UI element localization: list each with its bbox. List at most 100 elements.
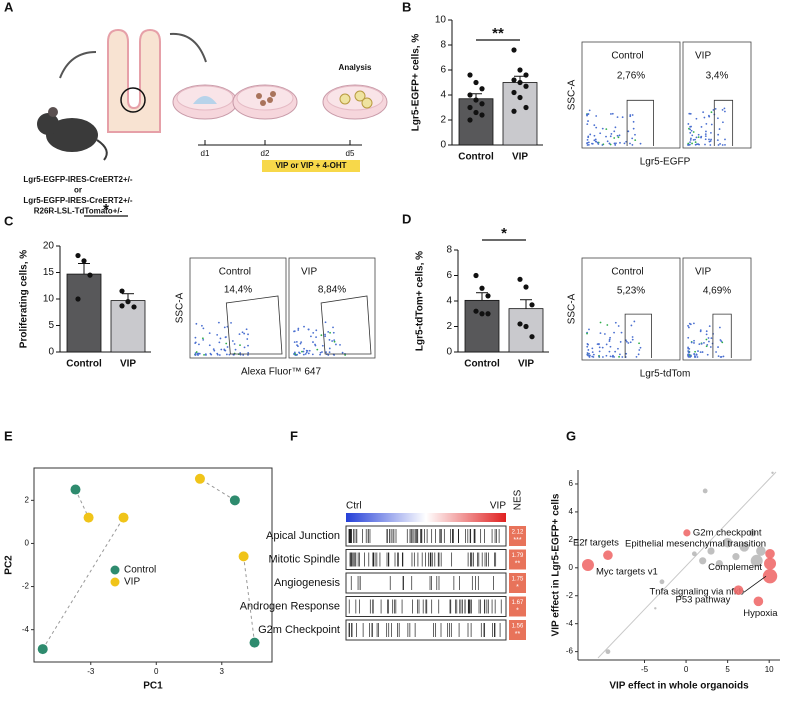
gate [225, 295, 283, 355]
flow-dot [321, 351, 323, 353]
flow-dot [243, 332, 246, 335]
data-point [485, 311, 491, 317]
flow-dot [709, 140, 712, 142]
strain-line: R26R-LSL-TdTomato+/- [34, 207, 123, 216]
flow-dot [630, 324, 633, 327]
flow-dot [690, 129, 693, 132]
organoid [267, 97, 273, 103]
strain-line: Lgr5-EGFP-IRES-CreERT2+/- [23, 196, 132, 205]
flow-dot [302, 350, 305, 353]
flow-dot [598, 350, 601, 353]
flow-dot [603, 333, 606, 335]
nes-significance: ** [515, 560, 521, 567]
y-tick-label: 0 [48, 347, 54, 358]
flow-dot [597, 343, 600, 346]
flow-dot [613, 331, 615, 334]
flow-dot [618, 134, 621, 137]
flow-dot [694, 141, 697, 143]
flow-dot [587, 120, 589, 122]
flow-x-label: Lgr5-tdTom [640, 369, 691, 380]
panel-label: B [402, 0, 411, 14]
flow-dot [241, 331, 244, 334]
flow-y-label: SSC-A [567, 79, 578, 110]
bubble [739, 542, 750, 552]
color-gradient [346, 513, 506, 522]
bubble [756, 546, 766, 556]
y-tick-label: -2 [22, 582, 30, 591]
flow-dot [690, 137, 692, 140]
flow-dot [704, 135, 707, 138]
flow-dot [320, 334, 323, 337]
y-tick-label: 10 [435, 15, 447, 26]
flow-dot [631, 336, 634, 338]
flow-dot [307, 352, 310, 355]
flow-dot [293, 351, 296, 354]
bar [110, 300, 146, 353]
x-tick-label: 3 [220, 667, 225, 676]
bubble [605, 649, 611, 655]
flow-dot [593, 134, 596, 137]
flow-dot [720, 340, 723, 343]
data-point [517, 67, 523, 73]
flow-dot [327, 354, 330, 356]
dish-inner [236, 85, 294, 111]
flow-dot [720, 356, 723, 358]
x-tick-label: 0 [684, 665, 689, 674]
organoid [339, 93, 351, 105]
flow-dot [293, 330, 296, 333]
flow-box [581, 41, 681, 149]
y-tick-label: 10 [43, 294, 55, 305]
data-point [517, 79, 523, 86]
nes-label: NES [513, 489, 524, 510]
flow-dot [247, 352, 250, 354]
bar [508, 308, 544, 353]
flow-dot [710, 138, 712, 141]
flow-dot [708, 325, 711, 327]
point [70, 484, 81, 495]
flow-dot [234, 348, 237, 351]
point [37, 644, 48, 655]
bubble [715, 560, 723, 568]
bubble-highlighted [733, 585, 744, 595]
flow-dot [611, 112, 614, 115]
flow-dot [297, 345, 299, 348]
y-tick-label: 5 [48, 320, 54, 331]
flow-dot [631, 338, 634, 341]
bubble [699, 557, 707, 565]
flow-dot [688, 112, 691, 115]
data-point [119, 288, 125, 294]
gate-percent: 2,76% [617, 71, 645, 82]
bubble [732, 553, 740, 561]
x-tick-label: Control [66, 359, 102, 370]
flow-dot [587, 136, 590, 139]
flow-dot [331, 340, 334, 342]
panel-label: C [4, 213, 14, 228]
flow-dot [202, 327, 205, 330]
bubble [691, 551, 697, 557]
flow-dot [247, 344, 249, 347]
y-tick-label: 0 [440, 140, 446, 151]
flow-dot [218, 341, 221, 344]
flow-dot [710, 131, 712, 134]
flow-x-label: Alexa Fluor™ 647 [241, 367, 321, 378]
y-tick-label: 8 [446, 245, 452, 256]
flow-dot [205, 354, 207, 356]
flow-dot [602, 356, 604, 358]
flow-dot [619, 341, 622, 343]
flow-dot [696, 356, 699, 358]
y-axis-title: VIP effect in Lgr5-EGFP+ cells [551, 493, 562, 636]
flow-dot [208, 344, 211, 347]
mouse-tail [96, 139, 108, 161]
flow-dot [610, 113, 612, 115]
treatment-label: VIP or VIP + 4-OHT [275, 161, 346, 170]
flow-dot [610, 133, 613, 135]
flow-dot [225, 353, 228, 356]
flow-dot [614, 126, 617, 129]
y-tick-label: 2 [569, 535, 574, 544]
flow-dot [634, 139, 637, 142]
flow-dot [608, 350, 611, 353]
data-point [87, 272, 93, 278]
x-tick-label: VIP [512, 152, 528, 163]
significance: * [103, 201, 109, 218]
flow-dot [327, 330, 330, 333]
